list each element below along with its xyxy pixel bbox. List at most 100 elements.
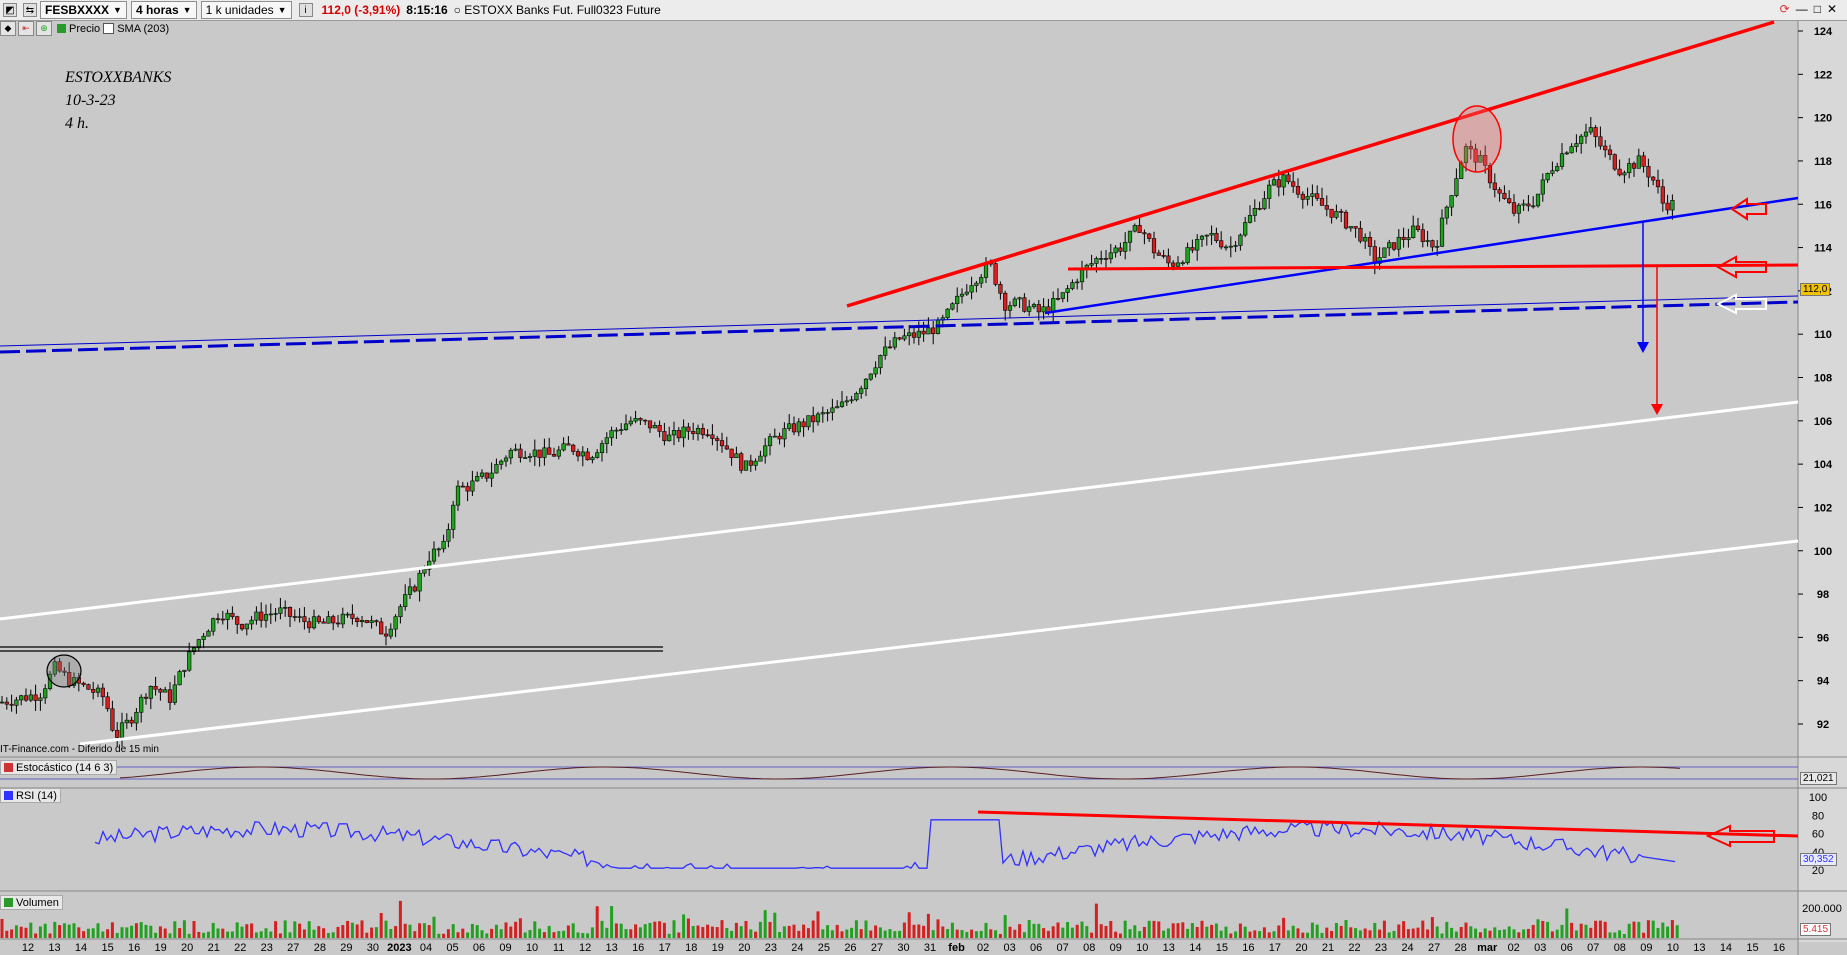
price-tick-label: 118 — [1814, 156, 1832, 168]
volume-bar — [29, 922, 33, 938]
volume-bar — [34, 933, 38, 938]
candle-body — [835, 406, 840, 409]
chart-type-icon[interactable]: ◩ — [3, 3, 17, 17]
instrument-text: ESTOXX Banks Fut. Full0323 Future — [464, 3, 661, 17]
minimize-icon[interactable]: — — [1795, 2, 1814, 16]
volume-bar — [763, 910, 767, 938]
volume-bar — [773, 912, 777, 938]
info-icon[interactable]: i — [298, 3, 313, 17]
candle-body — [1492, 182, 1497, 190]
channel-upper-line[interactable] — [0, 400, 1799, 621]
rsi-tick-label: 60 — [1812, 829, 1824, 841]
cursor-icon[interactable]: ◆ — [0, 21, 16, 36]
volume-bar — [1565, 908, 1569, 938]
compare-icon[interactable]: ⇆ — [23, 3, 37, 17]
volume-bar — [758, 921, 762, 938]
volume-bar — [202, 932, 206, 938]
price-tick-label: 122 — [1814, 69, 1832, 81]
volume-bar — [24, 927, 28, 938]
candle-body — [955, 295, 960, 305]
volume-bar — [1349, 927, 1353, 938]
export-icon[interactable]: ⇤ — [18, 21, 34, 36]
candle-body — [1439, 217, 1445, 247]
candle-body — [1151, 238, 1157, 254]
time-tick-label: 09 — [1110, 942, 1122, 954]
sma-checkbox[interactable] — [103, 23, 115, 34]
volume-bar — [53, 921, 57, 938]
candle-body — [1382, 247, 1387, 258]
volume-bar — [1627, 923, 1631, 938]
volume-bar — [72, 923, 76, 938]
volume-bar — [936, 919, 940, 938]
volume-value-badge: 5.415 — [1800, 923, 1832, 936]
candle-body — [225, 612, 230, 620]
candle-body — [590, 457, 595, 461]
volume-bar — [509, 926, 513, 938]
close-icon[interactable]: ✕ — [1826, 2, 1843, 16]
volume-panel-label[interactable]: Volumen — [0, 895, 63, 910]
price-tick-label: 124 — [1814, 26, 1833, 38]
volume-bar — [235, 922, 239, 938]
volume-bar — [485, 933, 489, 938]
units-select[interactable]: 1 k unidades ▼ — [200, 1, 292, 19]
candle-body — [307, 621, 312, 629]
candle-body — [503, 457, 509, 462]
volume-bar — [1435, 926, 1439, 938]
candle-body — [1444, 206, 1449, 219]
volume-bar — [1046, 930, 1050, 938]
volume-bar — [374, 927, 378, 938]
refresh-icon[interactable]: ⟳ — [1779, 2, 1796, 16]
candle-body — [710, 434, 715, 439]
rsi-panel-label[interactable]: RSI (14) — [0, 788, 61, 803]
rsi-divergence-line[interactable] — [977, 810, 1799, 838]
timeframe-select[interactable]: 4 horas ▼ — [130, 1, 197, 19]
time-tick-label: 18 — [685, 942, 697, 954]
volume-bar — [1104, 926, 1108, 938]
volume-bar — [67, 924, 71, 938]
symbol-select[interactable]: FESBXXXX ▼ — [40, 1, 127, 19]
price-checkbox[interactable] — [57, 24, 66, 33]
candle-body — [1516, 204, 1521, 214]
wedge-bottom-line[interactable] — [1044, 196, 1799, 315]
volume-bar — [888, 929, 892, 938]
candle-body — [326, 616, 331, 624]
candle-body — [839, 401, 845, 407]
rsi-value-badge: 30,352 — [1800, 853, 1837, 866]
volume-bar — [854, 920, 858, 938]
candle-body — [1118, 247, 1123, 252]
candle-body — [595, 452, 600, 458]
maximize-icon[interactable]: □ — [1813, 2, 1827, 16]
price-tick-label: 98 — [1817, 589, 1829, 601]
low-highlight-ellipse[interactable] — [46, 654, 82, 688]
candle-body — [1324, 205, 1329, 210]
wedge-top-line[interactable] — [846, 20, 1775, 308]
candle-body — [628, 420, 633, 425]
candle-body — [1545, 172, 1550, 181]
candle-body — [1353, 226, 1358, 229]
volume-bar — [1594, 920, 1598, 938]
candle-body — [19, 695, 24, 701]
volume-bar — [1632, 921, 1636, 938]
volume-bar — [77, 927, 81, 938]
candle-body — [1271, 179, 1277, 186]
neckline[interactable] — [1067, 263, 1799, 271]
long-blue-line[interactable] — [0, 295, 1799, 347]
candle-body — [451, 504, 456, 530]
volume-bar — [1291, 925, 1295, 938]
candle-body — [1175, 262, 1181, 267]
channel-lower-line[interactable] — [79, 539, 1799, 746]
volume-bar — [768, 921, 772, 938]
volume-bar — [576, 932, 580, 938]
volume-bar — [1142, 926, 1146, 938]
volume-bar — [1373, 922, 1377, 938]
volume-bar — [38, 926, 42, 938]
add-indicator-icon[interactable]: ⊕ — [36, 21, 52, 36]
long-blue-dashed-line[interactable] — [0, 300, 1799, 354]
annotation-line: 10-3-23 — [65, 92, 116, 109]
volume-bar — [1445, 921, 1449, 938]
stochastic-panel-label[interactable]: Estocástico (14 6 3) — [0, 760, 118, 775]
top-highlight-ellipse[interactable] — [1452, 105, 1502, 173]
stochastic-value-badge: 21,021 — [1800, 772, 1837, 785]
volume-bar — [1512, 929, 1516, 938]
